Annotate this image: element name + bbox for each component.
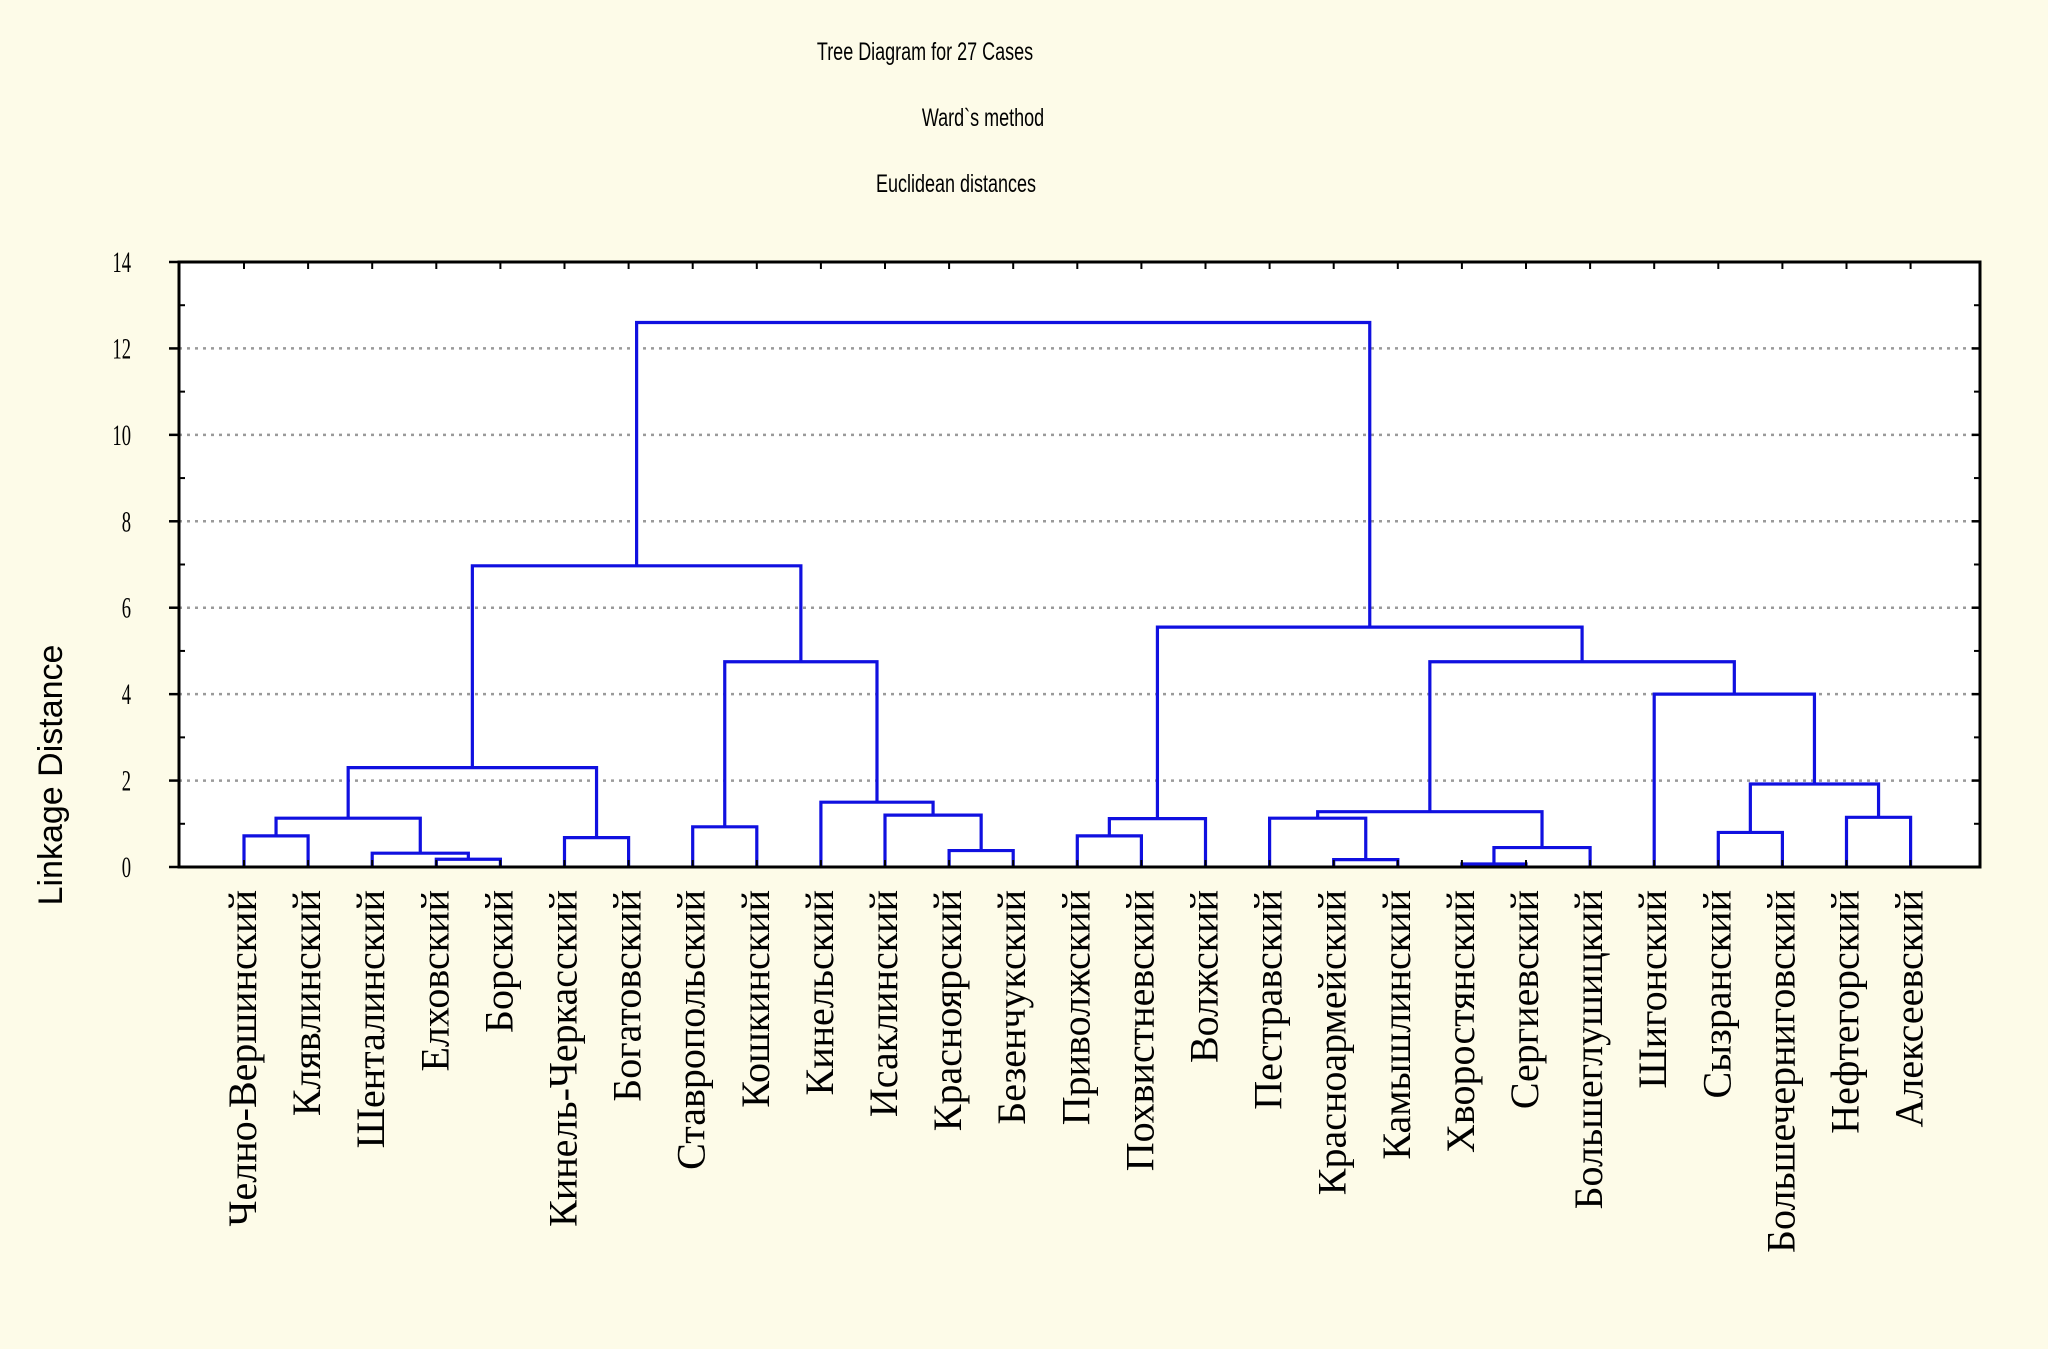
leaf-label: Красноармейский: [1310, 890, 1355, 1195]
leaf-label: Нефтегорский: [1823, 890, 1868, 1134]
leaf-label: Пестравский: [1246, 890, 1291, 1110]
leaf-label: Шенталинский: [348, 890, 393, 1148]
leaf-label: Кинельский: [797, 890, 842, 1095]
dendrogram-link: [242, 834, 310, 867]
leaf-label: Сызранский: [1694, 890, 1739, 1099]
leaf-labels: Челно-Вершинский Клявлинский Шенталинский Е…: [220, 890, 1932, 1253]
y-tick-label: 8: [122, 506, 131, 538]
dendrogram-link: [1748, 782, 1881, 833]
dendrogram-link: [1075, 834, 1143, 867]
axis-ticks: [169, 260, 1980, 869]
leaf-label: Безенчукский: [989, 890, 1034, 1125]
dendrogram-link: [691, 825, 759, 867]
y-tick-labels: 0 2 4 6 8 10 12 14: [112, 247, 131, 884]
leaf-label: Богатовский: [605, 890, 650, 1102]
dendrogram-link: [1652, 692, 1817, 867]
dendrogram-link: [1268, 816, 1368, 867]
dendrogram-link: [947, 848, 1015, 867]
chart-title: Tree Diagram for 27 Cases: [817, 37, 1033, 66]
leaf-label: Кошкинский: [733, 890, 778, 1108]
dendrogram-link: [1316, 810, 1544, 848]
leaf-label: Ставропольский: [669, 890, 714, 1170]
leaf-label: Похвистневский: [1117, 890, 1162, 1171]
y-axis-label: Linkage Distance: [32, 645, 70, 906]
tree-links: [242, 320, 1913, 867]
leaf-label: Елховский: [412, 890, 457, 1072]
y-tick-label: 14: [112, 247, 131, 279]
y-tick-label: 10: [112, 420, 131, 452]
leaf-label: Сергиевский: [1502, 890, 1547, 1109]
leaf-label: Челно-Вершинский: [220, 890, 265, 1226]
leaf-label: Большечерниговский: [1758, 890, 1803, 1253]
chart-subtitle-distance: Euclidean distances: [876, 169, 1036, 198]
leaf-label: Камышлинский: [1374, 890, 1419, 1160]
y-tick-label: 4: [122, 679, 132, 711]
leaf-label: Хворостянский: [1438, 890, 1483, 1153]
leaf-label: Приволжский: [1053, 890, 1098, 1125]
leaf-label: Алексеевский: [1887, 890, 1932, 1127]
plot-area: [179, 262, 1980, 867]
dendrogram-link: [1492, 845, 1592, 867]
dendrogram-link: [819, 800, 935, 867]
leaf-label: Борский: [476, 890, 521, 1033]
dendrogram-link: [1716, 830, 1784, 867]
leaf-label: Красноярский: [925, 890, 970, 1131]
dendrogram-link: [274, 816, 422, 854]
y-tick-label: 0: [122, 852, 131, 884]
leaf-label: Волжский: [1182, 890, 1227, 1063]
dendrogram-link: [1155, 625, 1584, 819]
leaf-label: Шигонский: [1630, 890, 1675, 1089]
y-tick-label: 12: [112, 333, 131, 365]
leaf-label: Исаклинский: [861, 890, 906, 1117]
y-tick-label: 6: [122, 592, 131, 624]
leaf-label: Клявлинский: [284, 890, 329, 1116]
leaf-label: Кинель-Черкасский: [541, 890, 586, 1227]
dendrogram-link: [635, 320, 1372, 628]
y-tick-label: 2: [122, 765, 131, 797]
dendrogram-link: [883, 813, 983, 867]
leaf-label: Большеглушицкий: [1566, 890, 1611, 1209]
chart-subtitle-method: Ward`s method: [922, 103, 1044, 132]
dendrogram-link: [1844, 815, 1913, 867]
